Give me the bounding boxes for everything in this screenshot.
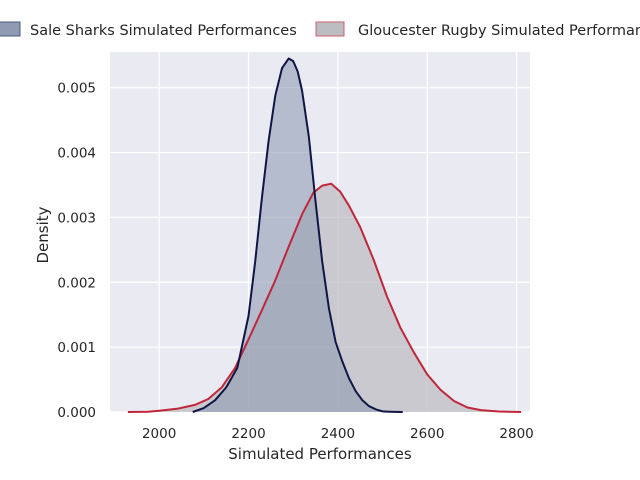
density-line-sale-sharks bbox=[192, 57, 403, 413]
legend-label-gloucester-rugby: Gloucester Rugby Simulated Performances bbox=[358, 23, 640, 39]
legend-item-sale-sharks: Sale Sharks Simulated Performances bbox=[0, 21, 297, 39]
y-tick-label: 0.004 bbox=[57, 146, 96, 162]
y-tick-label: 0.000 bbox=[57, 405, 96, 421]
y-axis-label: Density bbox=[34, 206, 52, 263]
x-tick-label: 2200 bbox=[231, 426, 265, 442]
y-tick-label: 0.002 bbox=[57, 275, 96, 291]
legend-item-gloucester-rugby: Gloucester Rugby Simulated Performances bbox=[315, 21, 640, 39]
legend: Sale Sharks Simulated Performances Glouc… bbox=[0, 21, 640, 39]
x-axis-label: Simulated Performances bbox=[228, 445, 412, 463]
density-area-sale-sharks bbox=[192, 58, 403, 412]
x-tick-label: 2000 bbox=[142, 426, 176, 442]
legend-label-sale-sharks: Sale Sharks Simulated Performances bbox=[30, 23, 297, 39]
tick-labels: 2000 2200 2400 2600 2800 0.000 0.001 0.002 0.003… bbox=[57, 81, 533, 442]
y-tick-label: 0.005 bbox=[57, 81, 96, 97]
legend-swatch-sale-sharks bbox=[0, 21, 21, 37]
density-line-gloucester-rugby bbox=[127, 182, 522, 413]
x-tick-label: 2400 bbox=[321, 426, 355, 442]
series-layer bbox=[127, 57, 522, 413]
x-tick-label: 2800 bbox=[499, 426, 533, 442]
y-tick-label: 0.003 bbox=[57, 210, 96, 226]
legend-swatch-gloucester-rugby bbox=[315, 21, 345, 37]
y-tick-label: 0.001 bbox=[57, 340, 96, 356]
x-tick-label: 2600 bbox=[410, 426, 444, 442]
